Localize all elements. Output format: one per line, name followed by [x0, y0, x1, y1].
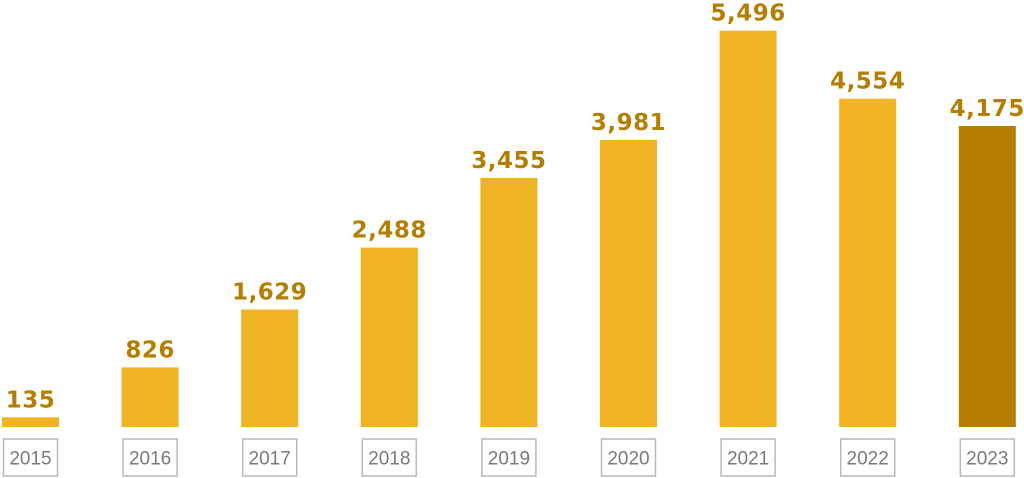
bar-2015	[2, 417, 59, 427]
value-label-2021: 5,496	[710, 1, 785, 27]
value-label-2019: 3,455	[471, 148, 546, 174]
year-label-2020: 2020	[607, 449, 649, 470]
bar-2022	[839, 98, 897, 427]
year-label-2015: 2015	[9, 449, 51, 470]
year-label-2021: 2021	[727, 449, 769, 470]
bar-2023	[958, 126, 1016, 427]
year-label-2023: 2023	[966, 449, 1008, 470]
value-label-2016: 826	[125, 337, 175, 363]
year-box-2019	[481, 438, 537, 477]
year-box-2023	[959, 438, 1016, 477]
year-label-2017: 2017	[249, 449, 291, 470]
year-box-2015	[2, 438, 59, 477]
year-label-2019: 2019	[488, 449, 530, 470]
bar-2021	[719, 30, 777, 427]
value-label-2023: 4,175	[950, 96, 1024, 122]
bar-2019	[480, 177, 538, 427]
year-label-2018: 2018	[368, 449, 410, 470]
year-label-2022: 2022	[847, 449, 889, 470]
bars-group	[2, 30, 1016, 427]
year-labels-group: 2015 2016 2017 2018 2019 2020 2021 2022 2023	[2, 438, 1016, 477]
bar-2020	[600, 140, 657, 427]
year-label-2016: 2016	[129, 449, 171, 470]
value-labels-group: 135 826 1,629 2,488 3,455 3,981 5,496 4,554 4,17…	[6, 1, 1024, 414]
value-label-2020: 3,981	[591, 110, 666, 136]
year-box-2022	[839, 438, 896, 477]
bar-2018	[360, 247, 418, 427]
bar-2017	[241, 309, 299, 427]
year-box-2020	[600, 438, 657, 477]
year-box-2021	[720, 438, 776, 477]
year-box-2016	[122, 438, 178, 477]
value-label-2015: 135	[6, 387, 56, 413]
year-box-2018	[361, 438, 418, 477]
value-label-2017: 1,629	[232, 280, 307, 306]
value-label-2022: 4,554	[830, 69, 905, 95]
bar-2016	[121, 367, 179, 427]
year-box-2017	[241, 438, 298, 477]
value-label-2018: 2,488	[352, 218, 427, 244]
